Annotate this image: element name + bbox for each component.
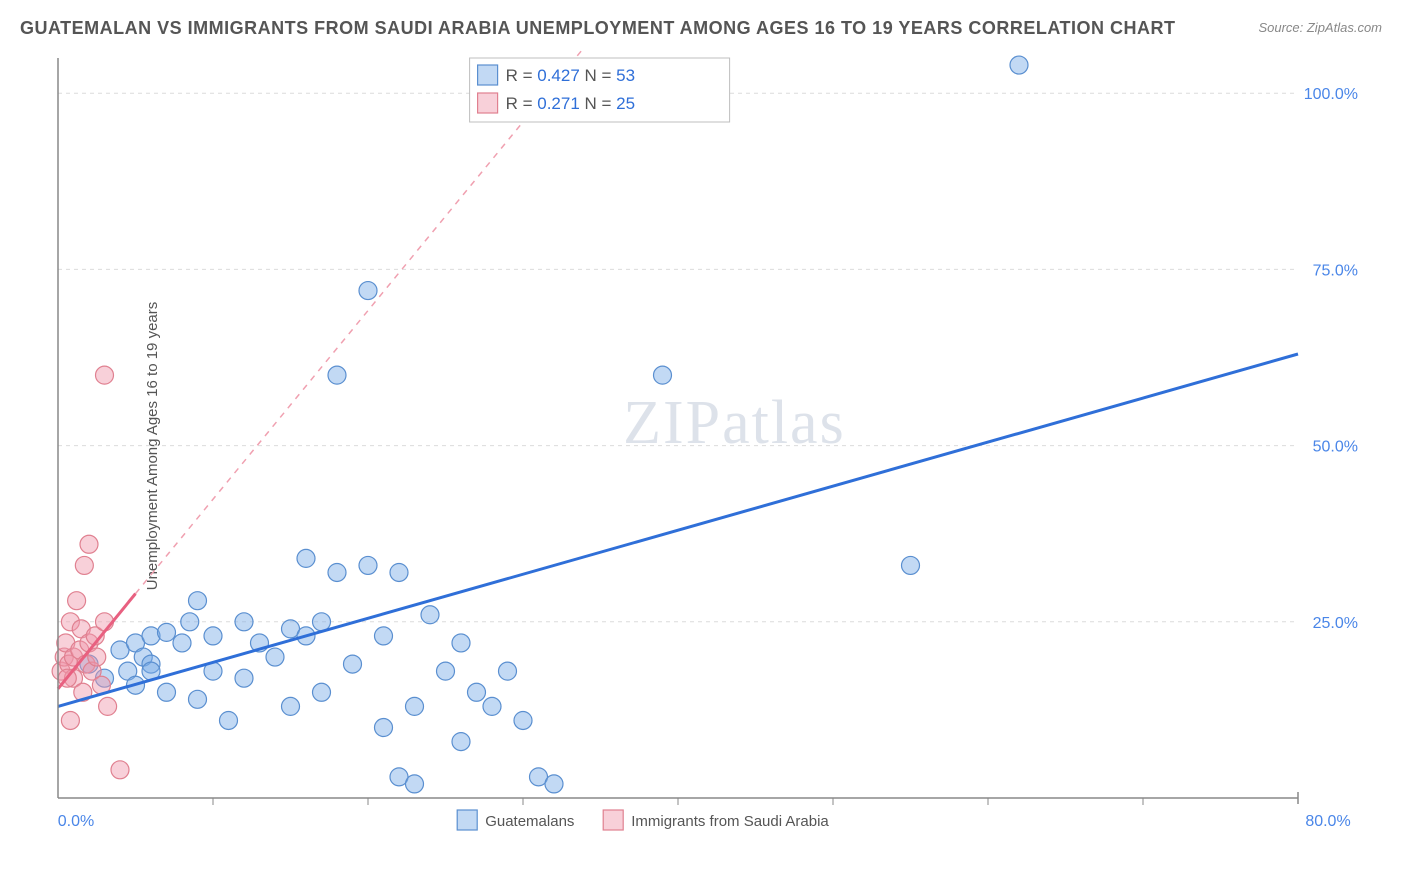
point-guatemalan: [235, 613, 253, 631]
point-guatemalan: [313, 683, 331, 701]
watermark: ZIPatlas: [623, 389, 846, 457]
series-legend: Guatemalans Immigrants from Saudi Arabia: [457, 810, 829, 830]
y-tick-label: 75.0%: [1313, 262, 1358, 279]
point-guatemalan: [158, 683, 176, 701]
point-guatemalan: [514, 711, 532, 729]
point-guatemalan: [406, 697, 424, 715]
correlation-chart: GUATEMALAN VS IMMIGRANTS FROM SAUDI ARAB…: [0, 0, 1406, 892]
plot-area: 25.0% 50.0% 75.0% 100.0% ZIPatlas 0.0% 80.0% R …: [48, 48, 1368, 838]
point-guatemalan: [452, 733, 470, 751]
point-guatemalan: [344, 655, 362, 673]
point-guatemalan: [158, 623, 176, 641]
point-guatemalan: [499, 662, 517, 680]
point-guatemalan: [235, 669, 253, 687]
point-guatemalan: [390, 563, 408, 581]
point-guatemalan: [204, 627, 222, 645]
point-guatemalan: [375, 627, 393, 645]
svg-text:Guatemalans: Guatemalans: [485, 813, 574, 830]
point-guatemalan: [375, 719, 393, 737]
point-guatemalan: [1010, 56, 1028, 74]
plot-svg: 25.0% 50.0% 75.0% 100.0% ZIPatlas 0.0% 80.0% R …: [48, 48, 1368, 838]
svg-text:Immigrants from Saudi Arabia: Immigrants from Saudi Arabia: [631, 813, 829, 830]
point-saudi: [75, 556, 93, 574]
point-saudi: [80, 535, 98, 553]
point-guatemalan: [328, 563, 346, 581]
y-tick-label: 25.0%: [1313, 615, 1358, 632]
point-guatemalan: [189, 592, 207, 610]
point-guatemalan: [545, 775, 563, 793]
point-guatemalan: [359, 282, 377, 300]
point-guatemalan: [173, 634, 191, 652]
y-tick-label: 50.0%: [1313, 439, 1358, 456]
point-saudi: [96, 366, 114, 384]
point-guatemalan: [266, 648, 284, 666]
point-saudi: [111, 761, 129, 779]
point-saudi: [68, 592, 86, 610]
svg-text:R = 0.427 N = 53: R = 0.427 N = 53: [506, 66, 635, 85]
point-guatemalan: [421, 606, 439, 624]
point-guatemalan: [220, 711, 238, 729]
point-guatemalan: [142, 627, 160, 645]
source-attribution: Source: ZipAtlas.com: [1258, 20, 1382, 35]
chart-title: GUATEMALAN VS IMMIGRANTS FROM SAUDI ARAB…: [20, 18, 1176, 39]
point-guatemalan: [406, 775, 424, 793]
point-guatemalan: [468, 683, 486, 701]
point-guatemalan: [328, 366, 346, 384]
svg-text:R = 0.271 N = 25: R = 0.271 N = 25: [506, 94, 635, 113]
legend-stats: R = 0.427 N = 53 R = 0.271 N = 25: [470, 58, 730, 122]
point-saudi: [61, 711, 79, 729]
y-tick-label: 100.0%: [1304, 86, 1358, 103]
point-guatemalan: [297, 549, 315, 567]
point-guatemalan: [189, 690, 207, 708]
point-guatemalan: [902, 556, 920, 574]
point-guatemalan: [313, 613, 331, 631]
x-tick-label: 0.0%: [58, 813, 94, 830]
point-guatemalan: [282, 697, 300, 715]
point-saudi: [99, 697, 117, 715]
x-tick-label: 80.0%: [1305, 813, 1350, 830]
point-guatemalan: [181, 613, 199, 631]
point-guatemalan: [452, 634, 470, 652]
point-guatemalan: [654, 366, 672, 384]
point-guatemalan: [483, 697, 501, 715]
point-guatemalan: [437, 662, 455, 680]
point-guatemalan: [359, 556, 377, 574]
